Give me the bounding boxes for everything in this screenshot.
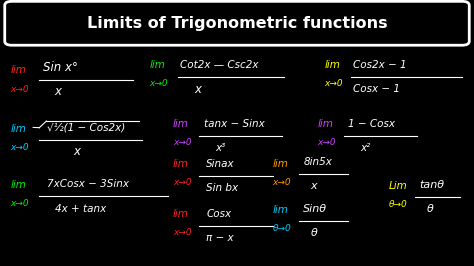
Text: lim: lim [273,159,288,169]
Text: x→0: x→0 [173,178,191,187]
Text: θ→0: θ→0 [389,200,408,209]
Text: x→0: x→0 [149,79,168,88]
Text: Sinθ: Sinθ [303,204,328,214]
Text: x→0: x→0 [173,138,191,147]
Text: x→0: x→0 [10,85,29,94]
Text: 4x + tanx: 4x + tanx [55,204,106,214]
Text: 7xCosx − 3Sinx: 7xCosx − 3Sinx [47,178,129,189]
Text: x: x [310,181,317,191]
Text: lim: lim [325,60,340,70]
Text: θ: θ [427,204,433,214]
Text: 8in5x: 8in5x [303,157,332,167]
Text: x→0: x→0 [173,228,191,237]
Text: x²: x² [360,143,371,153]
Text: Sin x°: Sin x° [43,61,78,74]
Text: x³: x³ [216,143,226,153]
Text: lim: lim [10,124,26,134]
Text: lim: lim [173,209,189,219]
Text: x: x [73,145,81,158]
Text: x: x [55,85,62,98]
Text: lim: lim [273,205,288,215]
FancyBboxPatch shape [5,1,469,45]
Text: lim: lim [318,119,333,129]
Text: θ: θ [310,228,317,238]
Text: lim: lim [149,60,165,70]
Text: Sin bx: Sin bx [206,182,238,193]
Text: Cos2x − 1: Cos2x − 1 [353,60,407,70]
Text: √½(1 − Cos2x): √½(1 − Cos2x) [47,123,126,133]
Text: lim: lim [10,180,26,190]
Text: lim: lim [10,65,26,76]
Text: Cot2x — Csc2x: Cot2x — Csc2x [180,60,259,70]
Text: Cosx − 1: Cosx − 1 [353,84,400,94]
Text: θ→0: θ→0 [273,224,292,233]
Text: x→0: x→0 [10,199,29,208]
Text: tanx − Sinx: tanx − Sinx [204,119,264,129]
Text: Sinax: Sinax [206,159,235,169]
Text: π − x: π − x [206,233,234,243]
Text: x→0: x→0 [10,143,29,152]
Text: 1 − Cosx: 1 − Cosx [348,119,395,129]
Text: tanθ: tanθ [419,180,445,190]
Text: x→0: x→0 [325,79,343,88]
Text: x→0: x→0 [318,138,336,147]
Text: Lim: Lim [389,181,408,191]
Text: x→0: x→0 [273,178,291,187]
Text: lim: lim [173,159,189,169]
Text: Limits of Trigonometric functions: Limits of Trigonometric functions [87,16,387,31]
Text: Cosx: Cosx [206,209,231,219]
Text: lim: lim [173,119,189,129]
Text: x: x [194,83,201,95]
